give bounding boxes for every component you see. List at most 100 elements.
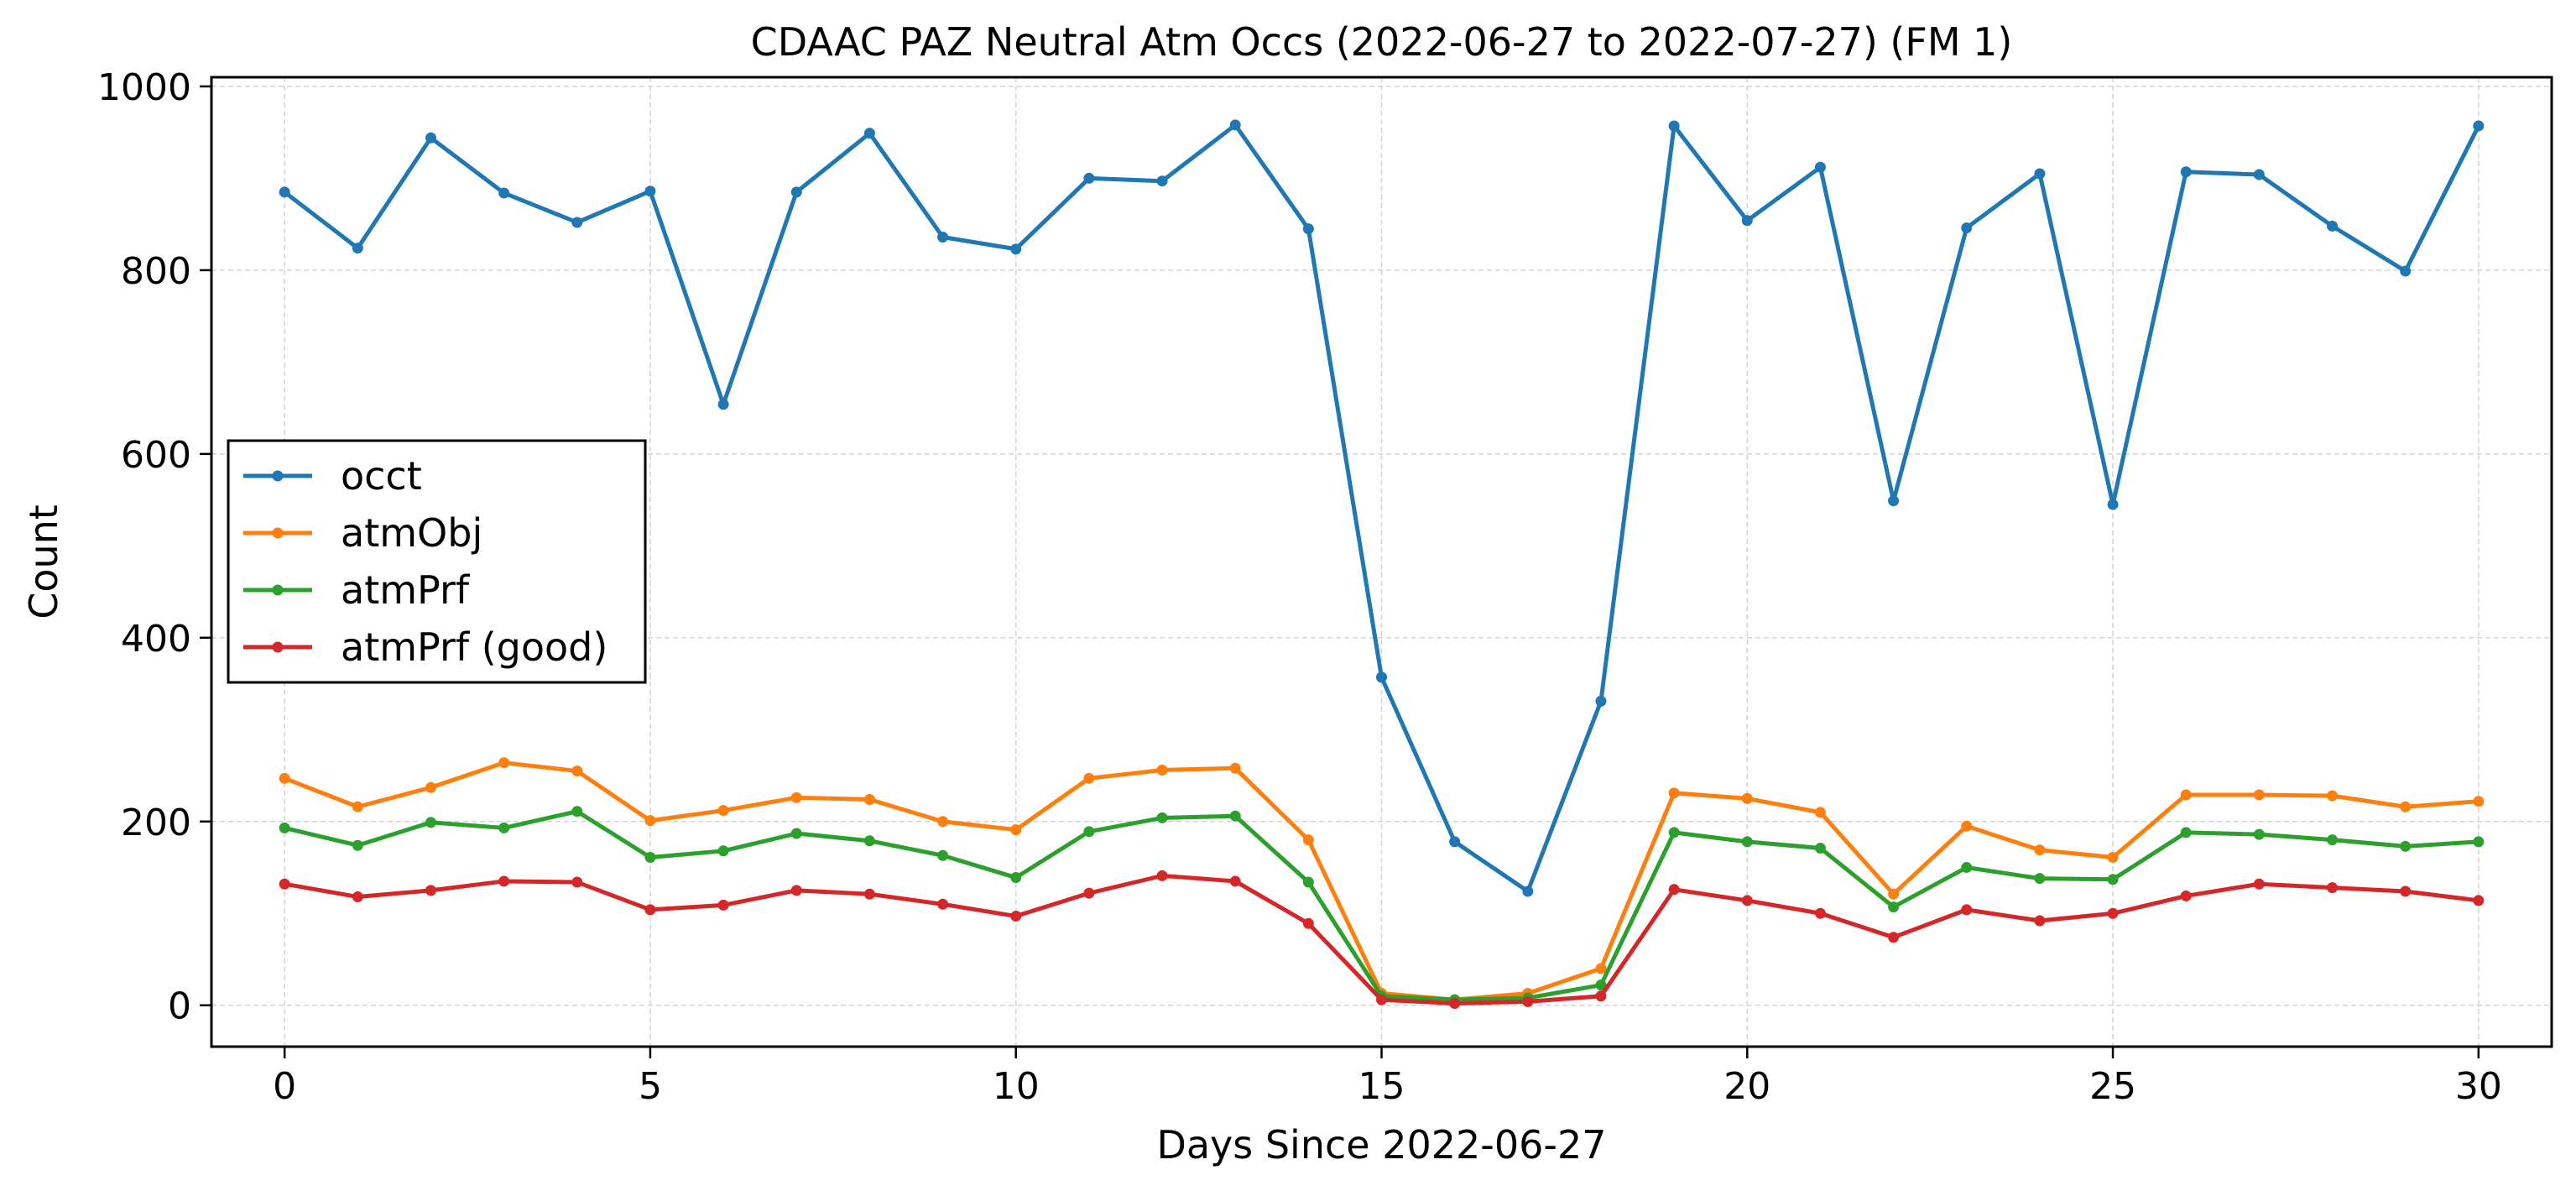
data-point (1376, 671, 1387, 683)
data-point (644, 815, 656, 827)
data-point (1814, 843, 1826, 854)
data-point (1668, 884, 1680, 896)
data-point (571, 765, 583, 777)
x-tick-label: 15 (1358, 1065, 1405, 1108)
legend-label: atmPrf (good) (341, 624, 607, 670)
data-point (2034, 915, 2046, 927)
data-point (279, 878, 290, 890)
data-point (352, 891, 363, 903)
data-point (1156, 870, 1168, 881)
data-point (2107, 874, 2119, 885)
data-point (2253, 878, 2265, 890)
data-point (1741, 792, 1753, 804)
data-point (1083, 887, 1095, 899)
data-point (2473, 836, 2485, 848)
legend: occt atmObj atmPrf atmPrf (good) (227, 439, 647, 684)
data-point (2180, 789, 2192, 801)
data-point (2180, 827, 2192, 838)
data-point (717, 899, 729, 911)
data-point (279, 822, 290, 833)
x-tick-label: 5 (639, 1065, 662, 1108)
y-tick-label: 0 (168, 985, 191, 1028)
data-point (279, 772, 290, 784)
series-occt (279, 119, 2485, 897)
ticks: 0 5 10 15 20 25 30 0 200 400 600 800 1000 (97, 66, 2502, 1108)
data-point (1302, 917, 1314, 929)
legend-item: occt (243, 453, 422, 499)
y-tick-label: 600 (121, 434, 191, 477)
legend-swatch-marker (272, 641, 284, 653)
data-point (425, 132, 436, 144)
data-point (1961, 820, 1973, 832)
data-point (1961, 222, 1973, 234)
data-point (1229, 810, 1241, 822)
data-point (1888, 932, 1900, 943)
legend-label: atmPrf (341, 567, 471, 613)
data-point (2400, 885, 2412, 897)
data-point (425, 885, 436, 896)
data-point (717, 399, 729, 410)
data-point (1961, 904, 1973, 916)
data-point (1449, 998, 1461, 1010)
x-tick-label: 30 (2455, 1065, 2502, 1108)
data-point (1888, 888, 1900, 900)
data-point (571, 876, 583, 888)
y-tick-label: 1000 (97, 66, 191, 109)
data-point (1083, 826, 1095, 838)
data-point (498, 822, 510, 833)
data-point (2180, 166, 2192, 178)
data-point (1083, 772, 1095, 784)
x-tick-label: 0 (273, 1065, 296, 1108)
data-point (863, 888, 875, 900)
legend-swatch-marker (272, 527, 284, 539)
series-layer (279, 119, 2485, 1010)
data-point (790, 186, 802, 198)
data-point (498, 875, 510, 887)
data-point (644, 904, 656, 916)
data-point (1156, 764, 1168, 776)
data-point (1083, 172, 1095, 184)
data-point (1522, 885, 1534, 897)
data-point (2327, 790, 2339, 802)
legend-label: occt (341, 453, 422, 499)
legend-swatch-marker (272, 470, 284, 482)
data-point (1229, 762, 1241, 774)
data-point (2034, 844, 2046, 856)
data-point (1229, 119, 1241, 131)
series-atmprf-good- (279, 870, 2485, 1010)
data-point (2107, 907, 2119, 919)
data-point (1814, 161, 1826, 173)
data-point (1302, 876, 1314, 888)
data-point (1741, 215, 1753, 227)
data-point (2107, 499, 2119, 510)
data-point (425, 781, 436, 793)
legend-item: atmPrf (good) (243, 624, 607, 670)
x-axis-title: Days Since 2022-06-27 (1156, 1122, 1606, 1167)
data-point (863, 794, 875, 806)
data-point (937, 231, 949, 243)
data-point (1888, 495, 1900, 507)
data-point (1961, 862, 1973, 874)
data-point (863, 835, 875, 847)
legend-label: atmObj (341, 510, 482, 556)
data-point (2473, 120, 2485, 132)
data-point (644, 851, 656, 863)
y-tick-label: 800 (121, 250, 191, 293)
data-point (2107, 851, 2119, 863)
data-point (1668, 787, 1680, 799)
data-point (1595, 695, 1607, 707)
data-point (352, 839, 363, 851)
data-point (352, 243, 363, 254)
data-point (279, 186, 290, 198)
data-point (790, 828, 802, 839)
data-point (2400, 801, 2412, 812)
data-point (1449, 836, 1461, 848)
data-point (1814, 807, 1826, 818)
legend-swatch-marker (272, 584, 284, 596)
legend-box (227, 439, 647, 684)
data-point (790, 885, 802, 896)
data-point (2180, 890, 2192, 901)
data-point (863, 128, 875, 139)
data-point (2327, 882, 2339, 894)
chart-title: CDAAC PAZ Neutral Atm Occs (2022-06-27 t… (751, 19, 2013, 65)
